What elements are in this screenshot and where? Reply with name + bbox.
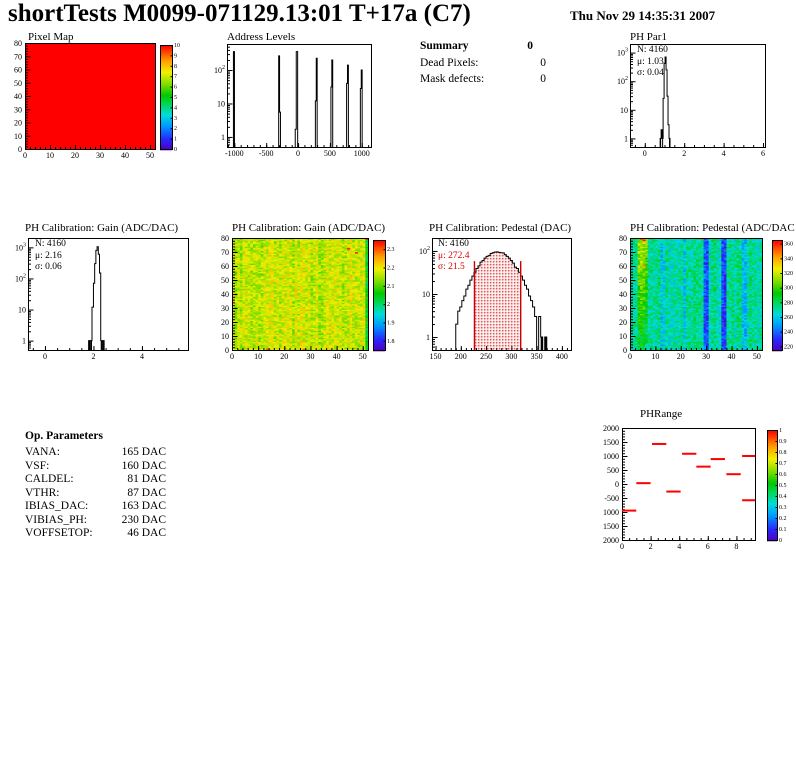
stat-sigma: σ: 21.5 xyxy=(438,262,465,272)
param-row: VIBIAS_PH: 230 DAC xyxy=(25,514,166,528)
param-row: IBIAS_DAC: 163 DAC xyxy=(25,500,166,514)
stat-sigma: σ: 0.06 xyxy=(35,262,62,272)
ph-par1-canvas xyxy=(615,30,796,164)
ph-range-panel: PHRange xyxy=(598,406,796,552)
ph-par1-title: PH Par1 xyxy=(630,31,667,43)
pedestal-map-panel: PH Calibration: Pedestal (ADC/DAC xyxy=(615,222,796,364)
ph-range-title: PHRange xyxy=(640,408,683,420)
pedestal-hist-stats: N: 4160 μ: 272.4 σ: 21.5 xyxy=(438,239,469,274)
param-value: 81 DAC xyxy=(127,473,166,485)
param-value: 163 DAC xyxy=(121,500,166,512)
pedestal-hist-canvas xyxy=(415,222,610,364)
param-value: 46 DAC xyxy=(127,527,166,539)
pixel-map-panel: Pixel Map xyxy=(0,30,210,164)
address-levels-title: Address Levels xyxy=(227,31,296,43)
ph-par1-panel: PH Par1 N: 4160 μ: 1.03 σ: 0.04 xyxy=(615,30,796,164)
summary-row: Dead Pixels: 0 xyxy=(420,57,546,69)
param-value: 230 DAC xyxy=(121,513,166,526)
param-row: VTHR: 87 DAC xyxy=(25,487,166,501)
address-levels-panel: Address Levels xyxy=(213,30,408,164)
gain-hist-title: PH Calibration: Gain (ADC/DAC) xyxy=(25,222,179,234)
gain-hist-stats: N: 4160 μ: 2.16 σ: 0.06 xyxy=(35,239,66,274)
timestamp: Thu Nov 29 14:35:31 2007 xyxy=(570,8,716,23)
summary-row-value: 0 xyxy=(540,56,546,69)
summary-row-value: 0 xyxy=(540,73,546,85)
summary-value: 0 xyxy=(527,40,533,52)
stat-mu: μ: 1.03 xyxy=(637,56,664,67)
stat-mu: μ: 2.16 xyxy=(35,250,62,261)
summary-row-label: Mask defects: xyxy=(420,73,485,85)
param-row: CALDEL: 81 DAC xyxy=(25,473,166,487)
param-row: VSF: 160 DAC xyxy=(25,460,166,474)
param-value: 160 DAC xyxy=(121,459,166,472)
ph-range-canvas xyxy=(598,406,796,552)
param-label: CALDEL: xyxy=(25,473,74,485)
summary-title: Summary xyxy=(420,40,469,52)
op-parameters-title: Op. Parameters xyxy=(25,430,103,442)
gain-map-panel: PH Calibration: Gain (ADC/DAC) xyxy=(210,222,410,364)
summary-row-label: Dead Pixels: xyxy=(420,56,479,69)
page-title: shortTests M0099-071129.13:01 T+17a (C7) xyxy=(8,0,471,27)
stat-n: N: 4160 xyxy=(35,239,66,249)
address-levels-canvas xyxy=(213,30,408,164)
stat-mu: μ: 272.4 xyxy=(438,250,470,261)
param-value: 165 DAC xyxy=(121,446,166,458)
pedestal-hist-panel: PH Calibration: Pedestal (DAC) N: 4160 μ… xyxy=(415,222,610,364)
gain-map-canvas xyxy=(210,222,410,364)
pedestal-map-canvas xyxy=(615,222,796,364)
summary-row: Mask defects: 0 xyxy=(420,73,546,85)
stat-n: N: 4160 xyxy=(438,239,469,249)
param-label: VTHR: xyxy=(25,486,60,499)
op-parameters-block: Op. Parameters VANA: 165 DAC VSF: 160 DAC … xyxy=(25,430,180,545)
param-row: VOFFSETOP: 46 DAC xyxy=(25,527,166,541)
gain-hist-canvas xyxy=(5,222,205,364)
stat-sigma: σ: 0.04 xyxy=(637,68,664,78)
gain-hist-panel: PH Calibration: Gain (ADC/DAC) N: 4160 μ… xyxy=(5,222,205,364)
ph-par1-stats: N: 4160 μ: 1.03 σ: 0.04 xyxy=(637,45,668,80)
param-label: VSF: xyxy=(25,459,50,472)
pedestal-hist-title: PH Calibration: Pedestal (DAC) xyxy=(429,222,572,234)
pixel-map-title: Pixel Map xyxy=(28,31,74,43)
param-label: IBIAS_DAC: xyxy=(25,500,89,512)
stat-n: N: 4160 xyxy=(637,45,668,55)
param-label: VANA: xyxy=(25,446,60,458)
pixel-map-canvas xyxy=(0,30,210,164)
pedestal-map-title: PH Calibration: Pedestal (ADC/DAC xyxy=(630,222,795,234)
summary-block: Summary 0 Dead Pixels: 0 Mask defects: 0 xyxy=(420,40,620,102)
param-label: VIBIAS_PH: xyxy=(25,513,87,526)
param-label: VOFFSETOP: xyxy=(25,527,93,539)
gain-map-title: PH Calibration: Gain (ADC/DAC) xyxy=(232,222,386,234)
param-value: 87 DAC xyxy=(127,486,166,499)
param-row: VANA: 165 DAC xyxy=(25,446,166,460)
